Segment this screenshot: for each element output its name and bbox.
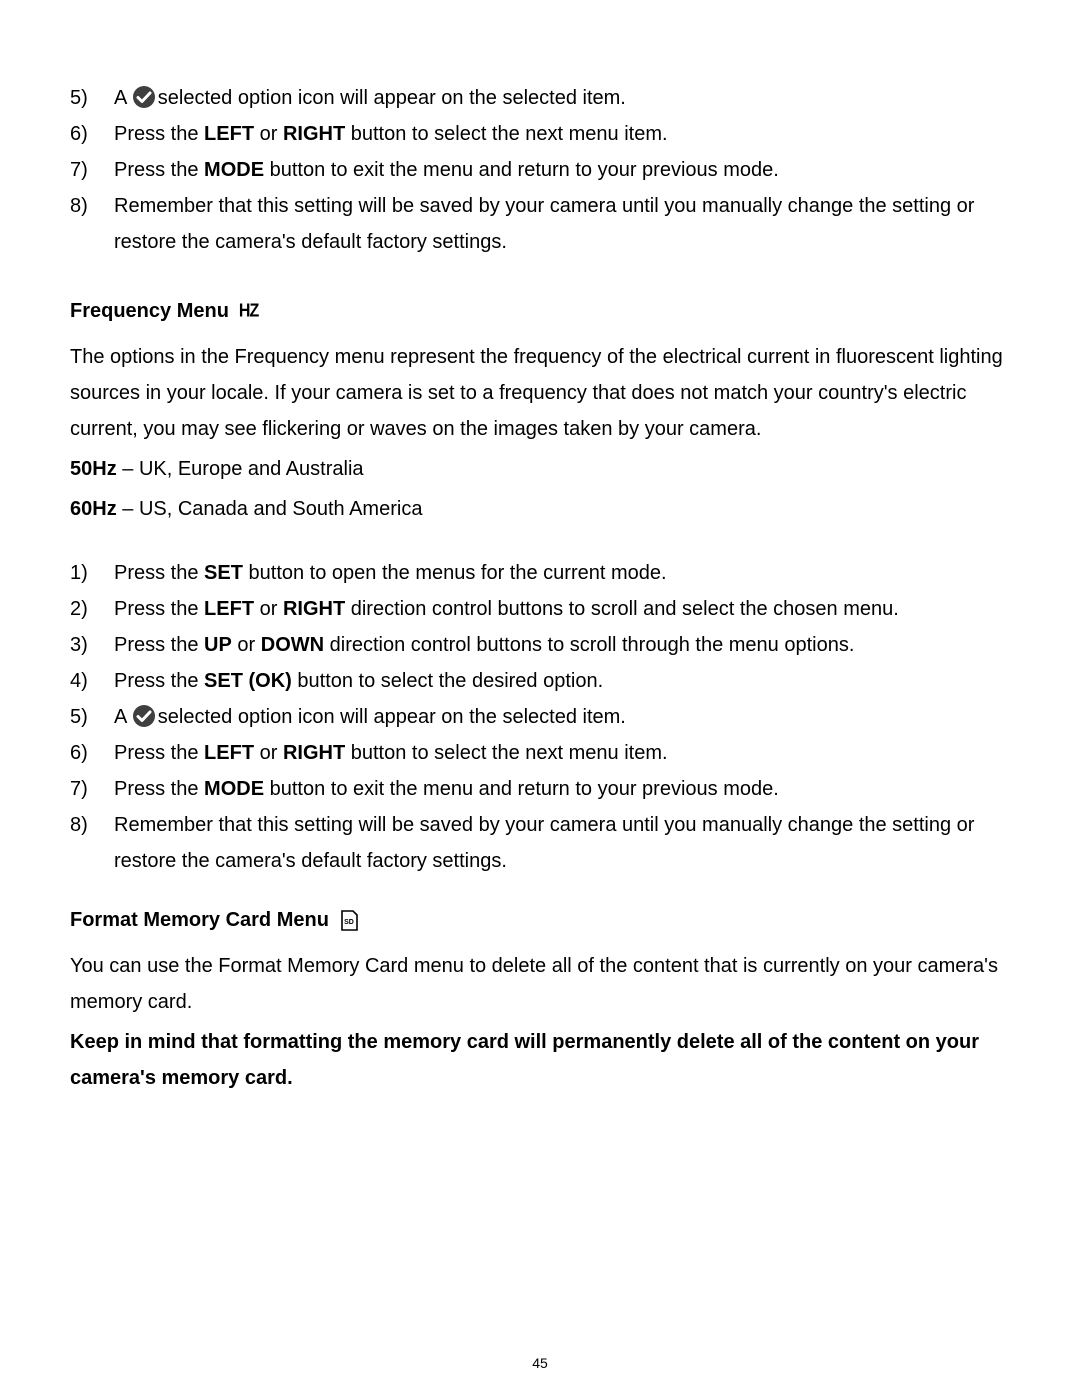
check-icon [132,704,156,728]
frequency-intro: The options in the Frequency menu repres… [70,339,1010,447]
step-number: 6) [70,116,114,152]
svg-text:SD: SD [344,919,354,926]
step-text: A selected option icon will appear on th… [114,80,1010,116]
step-text: Remember that this setting will be saved… [114,807,1010,879]
step-item: 3)Press the UP or DOWN direction control… [70,627,1010,663]
step-text: Press the SET button to open the menus f… [114,555,1010,591]
page-number: 45 [0,1355,1080,1371]
step-text: Press the MODE button to exit the menu a… [114,152,1010,188]
frequency-option-line: 50Hz – UK, Europe and Australia [70,451,1010,487]
step-number: 5) [70,80,114,116]
format-memory-intro: You can use the Format Memory Card menu … [70,948,1010,1020]
step-number: 7) [70,771,114,807]
step-text: Remember that this setting will be saved… [114,188,1010,260]
format-memory-heading: Format Memory Card Menu SD [70,909,1010,932]
format-memory-warning: Keep in mind that formatting the memory … [70,1024,1010,1096]
step-item: 8)Remember that this setting will be sav… [70,807,1010,879]
step-text: Press the LEFT or RIGHT button to select… [114,116,1010,152]
step-text: Press the MODE button to exit the menu a… [114,771,1010,807]
step-number: 5) [70,699,114,735]
step-text: A selected option icon will appear on th… [114,699,1010,735]
step-item: 6)Press the LEFT or RIGHT button to sele… [70,116,1010,152]
check-icon [132,85,156,109]
step-number: 1) [70,555,114,591]
step-number: 6) [70,735,114,771]
step-item: 2)Press the LEFT or RIGHT direction cont… [70,591,1010,627]
frequency-steps-list: 1)Press the SET button to open the menus… [70,555,1010,879]
step-item: 7)Press the MODE button to exit the menu… [70,152,1010,188]
frequency-option-line: 60Hz – US, Canada and South America [70,491,1010,527]
frequency-options: 50Hz – UK, Europe and Australia 60Hz – US… [70,451,1010,527]
step-number: 3) [70,627,114,663]
step-number: 7) [70,152,114,188]
sd-card-icon: SD [339,910,359,932]
step-text: Press the LEFT or RIGHT direction contro… [114,591,1010,627]
step-number: 2) [70,591,114,627]
manual-page: 5)A selected option icon will appear on … [0,0,1080,1397]
step-item: 5)A selected option icon will appear on … [70,699,1010,735]
format-memory-title: Format Memory Card Menu [70,909,329,932]
top-steps-list: 5)A selected option icon will appear on … [70,80,1010,260]
step-text: Press the UP or DOWN direction control b… [114,627,1010,663]
frequency-menu-title: Frequency Menu [70,300,229,323]
step-item: 6)Press the LEFT or RIGHT button to sele… [70,735,1010,771]
step-text: Press the LEFT or RIGHT button to select… [114,735,1010,771]
step-number: 8) [70,188,114,224]
step-item: 7)Press the MODE button to exit the menu… [70,771,1010,807]
step-number: 8) [70,807,114,843]
step-item: 8)Remember that this setting will be sav… [70,188,1010,260]
step-item: 5)A selected option icon will appear on … [70,80,1010,116]
frequency-menu-heading: Frequency Menu HZ [70,300,1010,323]
step-text: Press the SET (OK) button to select the … [114,663,1010,699]
step-item: 1)Press the SET button to open the menus… [70,555,1010,591]
step-item: 4)Press the SET (OK) button to select th… [70,663,1010,699]
step-number: 4) [70,663,114,699]
hz-icon: HZ [239,301,258,322]
